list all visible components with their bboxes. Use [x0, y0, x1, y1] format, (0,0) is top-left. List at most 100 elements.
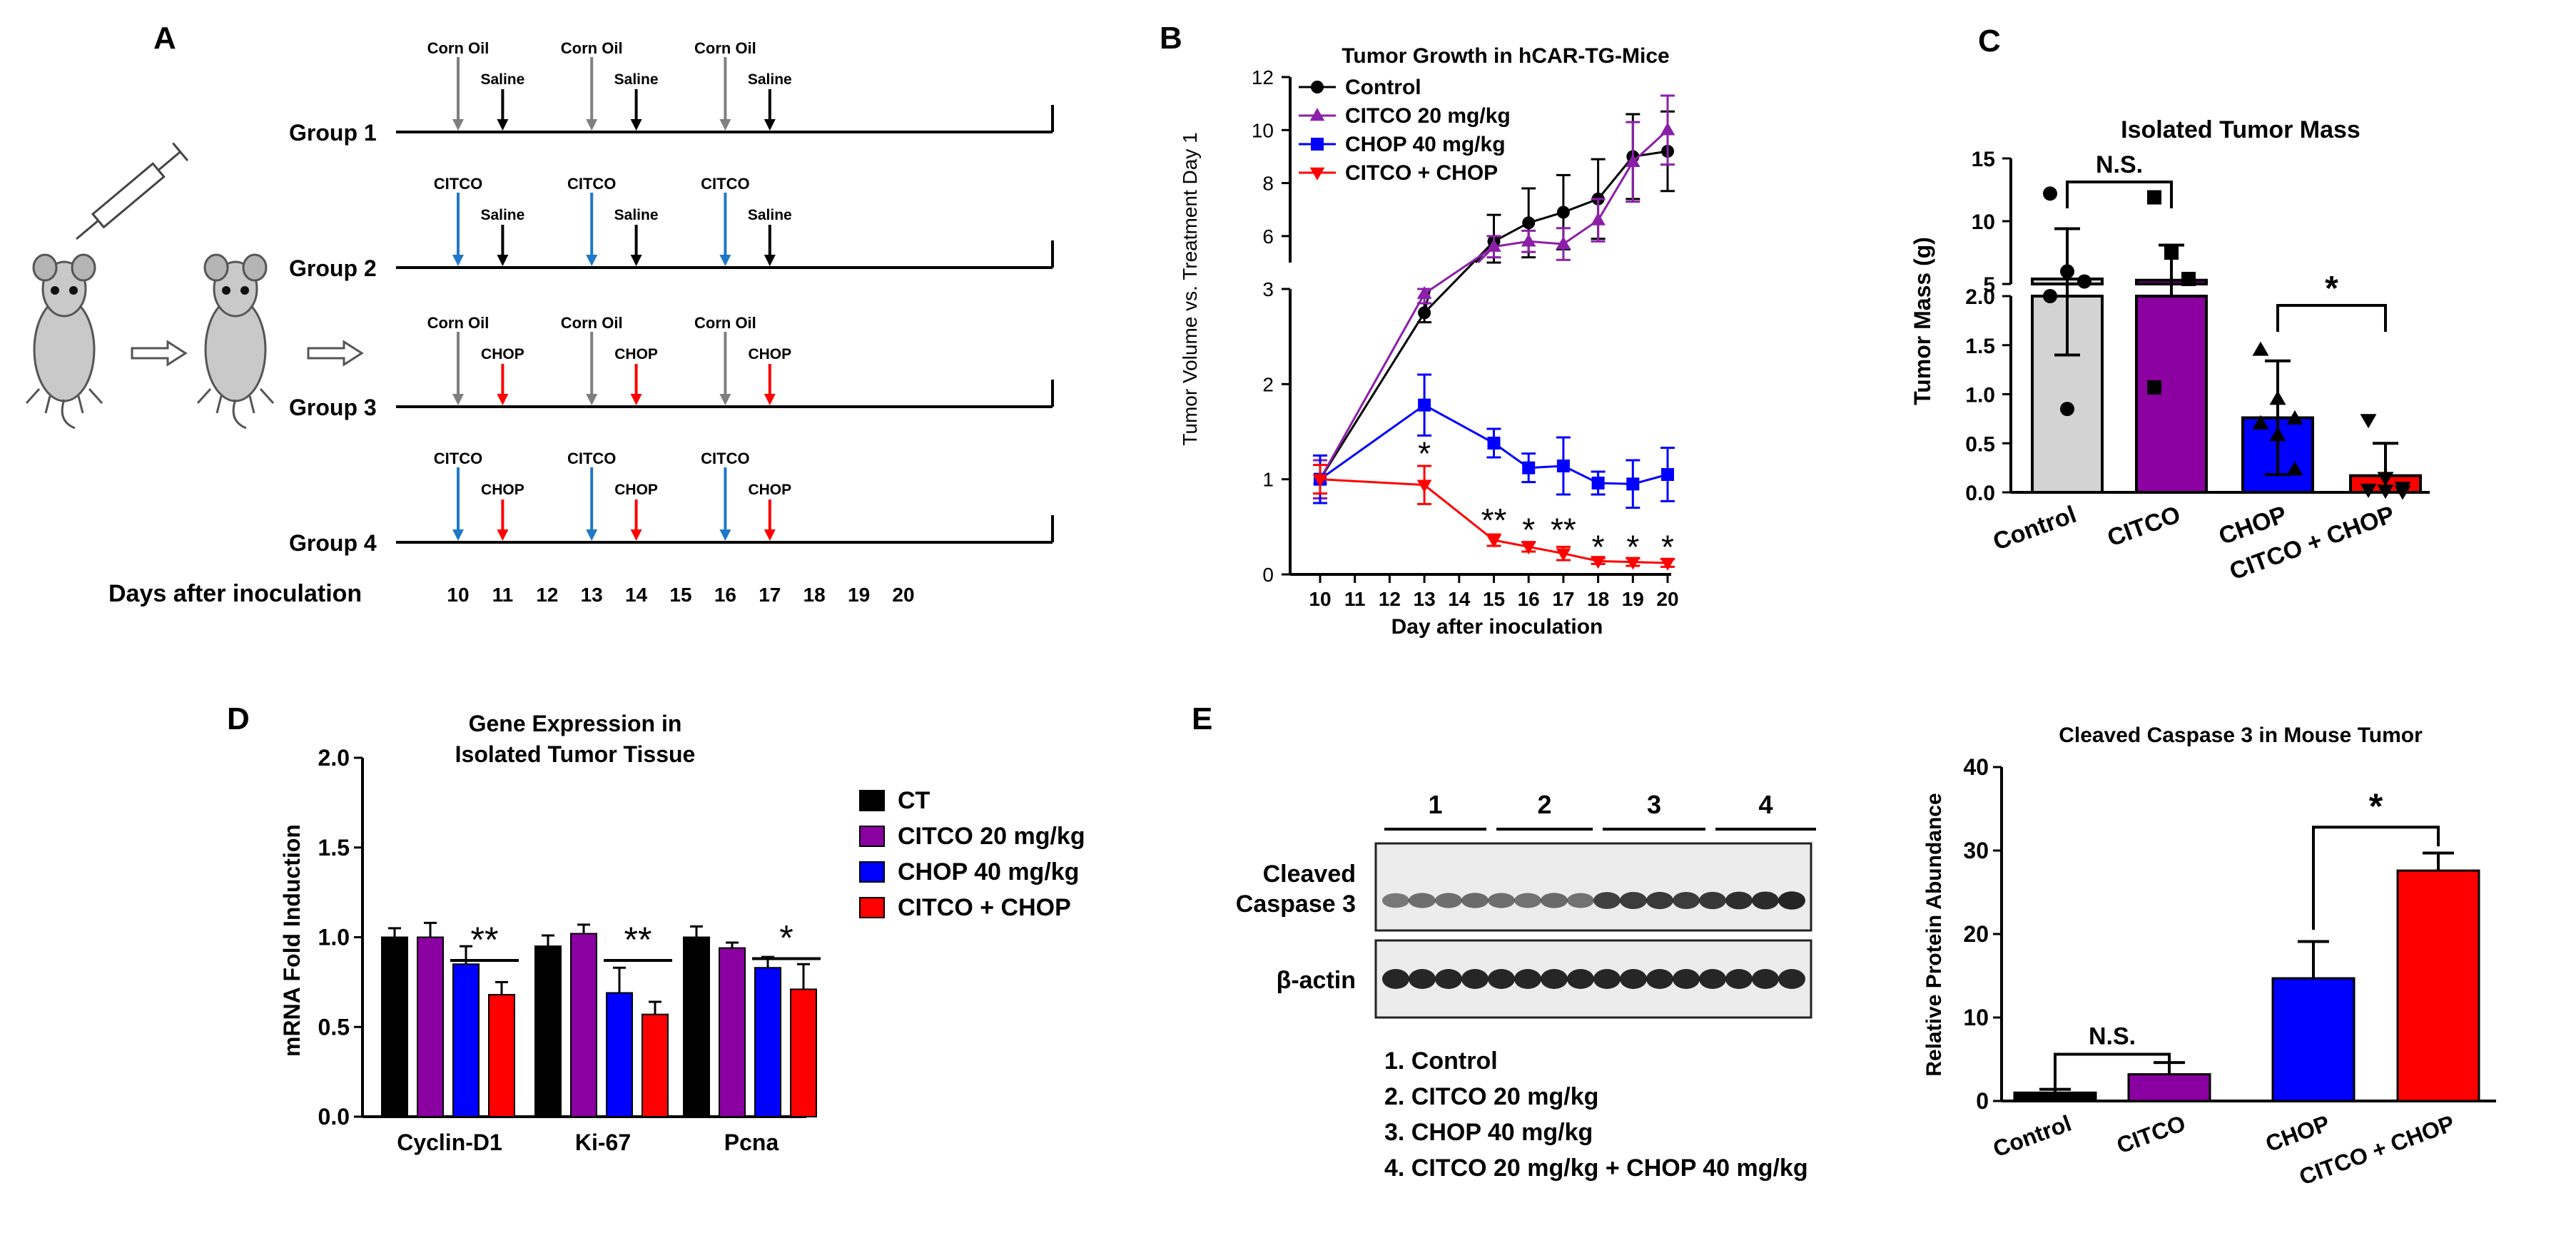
- data-point: [1556, 206, 1570, 219]
- series-line: [1597, 161, 1634, 221]
- series-line: [1493, 221, 1529, 243]
- x-tick-label: 20: [892, 584, 914, 606]
- panel-letter-c: C: [1978, 24, 2001, 59]
- caspase-band: [1593, 892, 1621, 909]
- injection-arrow-head: [586, 394, 598, 405]
- mouse-eye: [69, 286, 78, 295]
- injection-arrow-head: [764, 119, 776, 131]
- injection-label: Corn Oil: [694, 39, 756, 57]
- significance-bracket: [2066, 181, 2173, 208]
- syringe-plunger-cap: [172, 142, 189, 161]
- data-point: [2060, 264, 2074, 279]
- mouse-ear-right: [71, 253, 96, 282]
- injection-label: CITCO: [567, 175, 616, 193]
- data-point: [1418, 398, 1431, 412]
- injection-arrow-head: [719, 529, 731, 541]
- x-tick-label: 15: [669, 584, 691, 606]
- y-tick-label: 20: [1963, 921, 1989, 947]
- bar: [534, 945, 562, 1117]
- caspase-band: [1778, 891, 1805, 910]
- blot-caspase-membrane: [1374, 842, 1812, 932]
- significance-marker: **: [1551, 511, 1576, 548]
- x-tick-label: 12: [536, 584, 558, 606]
- significance-label: N.S.: [2096, 151, 2143, 178]
- bar: [683, 936, 710, 1117]
- series-line: [1319, 293, 1426, 480]
- y-tick-label: 1.5: [1965, 335, 1995, 358]
- y-axis-label: mRNA Fold Induction: [279, 824, 305, 1057]
- data-point: [1416, 480, 1432, 493]
- y-tick-label: 15: [1972, 148, 1995, 171]
- y-tick-label: 1.0: [318, 925, 350, 950]
- data-point: [2269, 390, 2286, 405]
- bar: [452, 963, 480, 1117]
- bar-lower-segment: [2135, 295, 2208, 494]
- injection-arrow-head: [452, 119, 464, 131]
- chart-title: Cleaved Caspase 3 in Mouse Tumor: [2059, 724, 2423, 747]
- blot-row-label: Caspase 3: [1236, 890, 1356, 918]
- series-line: [1319, 404, 1425, 480]
- caspase-band: [1699, 891, 1726, 910]
- series-line: [1633, 561, 1668, 564]
- significance-label: *: [2369, 786, 2383, 826]
- y-tick-label: 5: [1983, 273, 1995, 297]
- data-point: [2377, 472, 2394, 487]
- caspase-band: [1435, 893, 1462, 908]
- hollow-arrow-icon: [307, 340, 364, 367]
- legend-swatch: [859, 790, 885, 811]
- injection-arrow-head: [630, 119, 642, 131]
- x-tick-label: Control: [1989, 501, 2080, 556]
- legend-label: CITCO + CHOP: [1345, 161, 1498, 185]
- actin-band: [1646, 969, 1673, 989]
- chart-title: Isolated Tumor Mass: [2121, 116, 2361, 143]
- data-point: [1591, 556, 1606, 569]
- syringe-icon: [76, 142, 189, 240]
- bar: [417, 936, 444, 1117]
- y-axis-label: Tumor Volume vs. Treatment Day 1: [1179, 132, 1201, 445]
- bar: [642, 1013, 669, 1118]
- x-tick-label: 19: [848, 584, 870, 606]
- data-point: [1626, 477, 1640, 491]
- panel-letter-d: D: [227, 701, 250, 736]
- series-line: [1598, 559, 1633, 564]
- injection-arrow-head: [497, 529, 509, 541]
- data-point: [1416, 285, 1432, 299]
- group-label: Group 4: [289, 530, 377, 556]
- group-label: Group 1: [289, 120, 377, 146]
- data-point: [2164, 245, 2179, 260]
- y-axis-label: Relative Protein Abundance: [1922, 793, 1946, 1076]
- significance-marker: *: [1418, 435, 1431, 472]
- mouse-eye: [222, 286, 230, 295]
- legend-label: CHOP 40 mg/kg: [898, 858, 1079, 886]
- syringe-plunger: [158, 151, 181, 171]
- data-point: [1487, 437, 1501, 450]
- injection-label: Corn Oil: [427, 39, 490, 57]
- injection-label: Saline: [748, 71, 792, 88]
- x-tick-label: 17: [759, 584, 781, 606]
- series-CITCO + CHOP: [1312, 464, 1675, 571]
- bar: [719, 947, 746, 1117]
- syringe-needle: [76, 220, 99, 240]
- y-axis-label: Tumor Mass (g): [1910, 237, 1935, 405]
- legend-marker: [1309, 167, 1325, 181]
- injection-arrow-head: [630, 255, 642, 266]
- mouse-ear-right: [242, 253, 268, 282]
- bar: [606, 992, 633, 1117]
- chart-title: Isolated Tumor Tissue: [455, 741, 696, 767]
- blot-legend-item: 2. CITCO 20 mg/kg: [1384, 1083, 1598, 1110]
- y-tick-label: 1.5: [318, 835, 350, 861]
- mouse-tail: [232, 399, 247, 430]
- blot-row-label: Cleaved: [1263, 861, 1356, 888]
- bar: [381, 936, 408, 1117]
- significance-bracket: [2054, 1052, 2171, 1089]
- data-point: [2043, 186, 2057, 201]
- caspase-band: [1488, 893, 1515, 908]
- injection-arrow-head: [719, 255, 731, 266]
- legend-marker: [1311, 138, 1324, 151]
- significance-bracket: [2312, 826, 2440, 930]
- significance-label: N.S.: [2089, 1023, 2136, 1050]
- bar: [790, 988, 817, 1118]
- x-tick-label: 19: [1622, 588, 1644, 610]
- injection-label: Corn Oil: [561, 314, 623, 332]
- bar: [488, 993, 515, 1117]
